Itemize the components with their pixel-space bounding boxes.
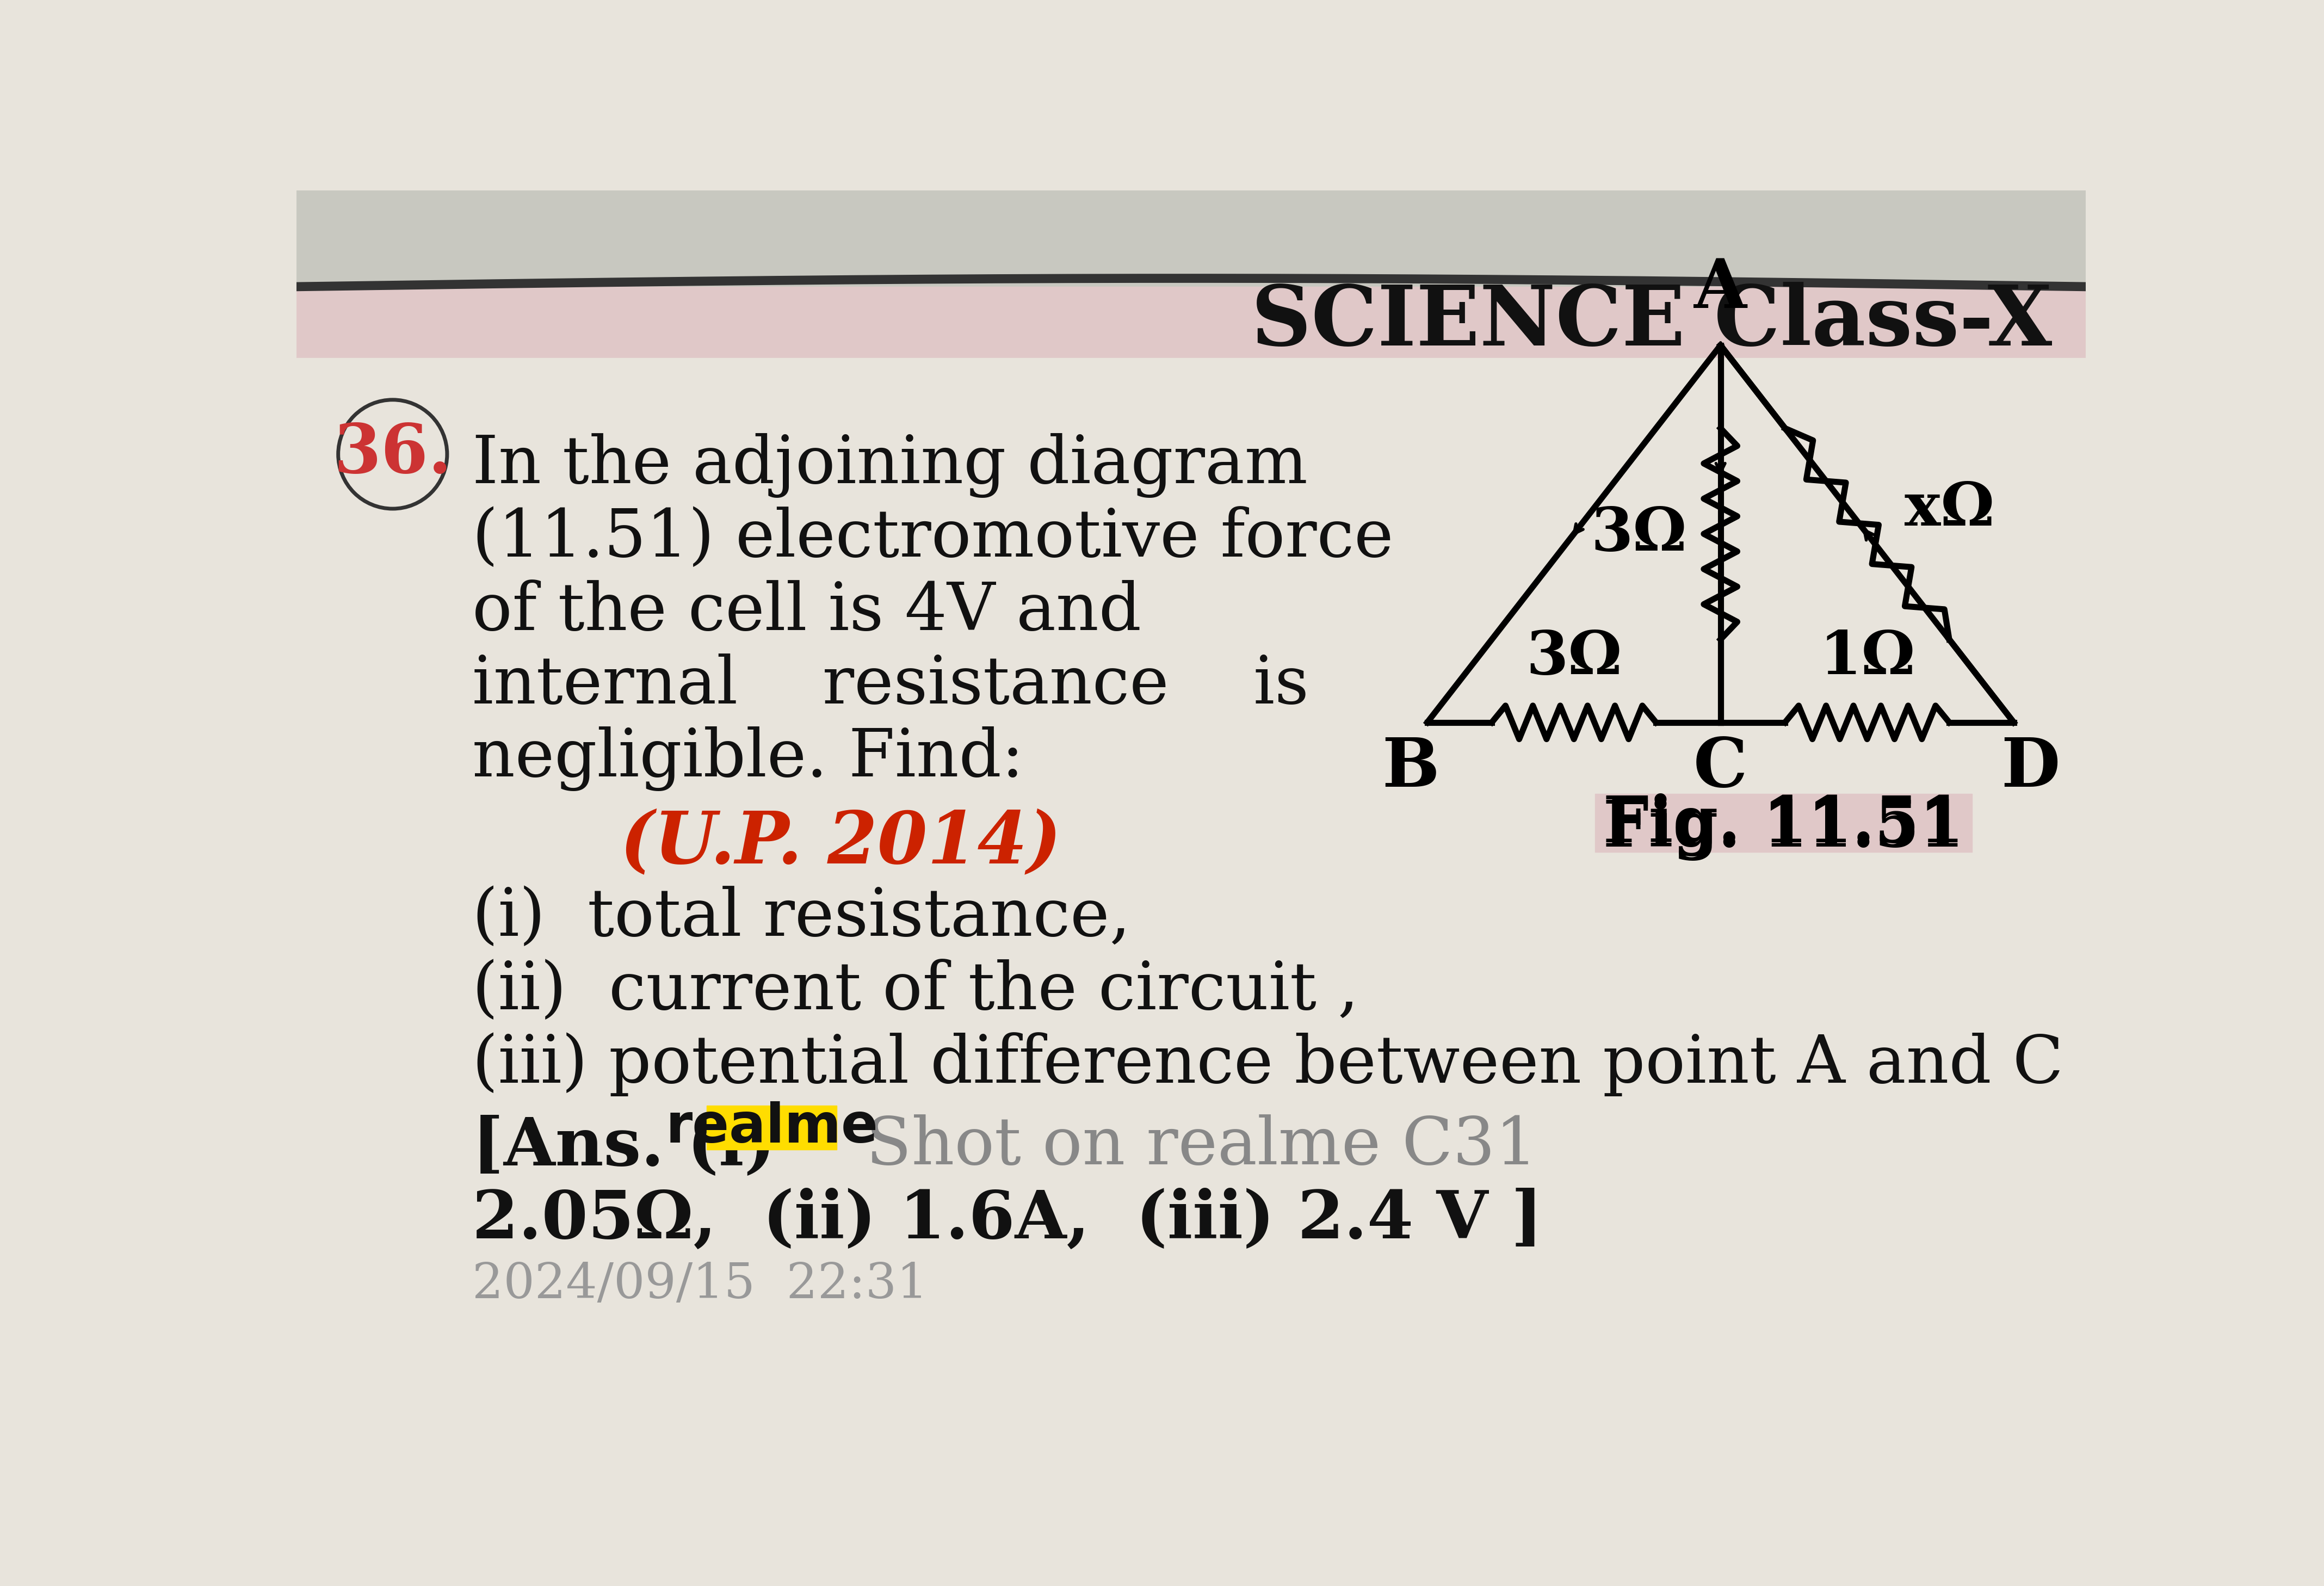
Text: 3Ω: 3Ω — [1592, 504, 1687, 563]
Text: (ii)  current of the circuit ,: (ii) current of the circuit , — [472, 960, 1360, 1023]
Text: In the adjoining diagram: In the adjoining diagram — [472, 433, 1308, 498]
Text: of the cell is 4V and: of the cell is 4V and — [472, 580, 1141, 644]
Text: 1Ω: 1Ω — [1820, 628, 1915, 687]
Text: 3Ω: 3Ω — [1527, 628, 1622, 687]
Text: C: C — [1694, 734, 1748, 801]
Text: [Ans. (i): [Ans. (i) — [472, 1113, 799, 1178]
Text: B: B — [1383, 734, 1439, 801]
Text: Shot on realme C31: Shot on realme C31 — [846, 1113, 1538, 1178]
Bar — [297, 358, 2087, 1412]
Bar — [706, 1105, 837, 1150]
Text: A: A — [1694, 257, 1748, 322]
Text: 2024/09/15  22:31: 2024/09/15 22:31 — [472, 1261, 927, 1308]
Text: (i)  total resistance,: (i) total resistance, — [472, 885, 1132, 950]
Text: 36.: 36. — [332, 422, 451, 487]
Text: SCIENCE Class-X: SCIENCE Class-X — [1250, 282, 2052, 363]
Text: xΩ: xΩ — [1906, 479, 1994, 538]
Bar — [297, 190, 2087, 287]
Text: Fig. 11.51: Fig. 11.51 — [1604, 793, 1964, 856]
Circle shape — [339, 400, 446, 509]
Text: (iii) potential difference between point A and C: (iii) potential difference between point… — [472, 1032, 2064, 1096]
Bar — [1594, 793, 1971, 852]
Text: 2.05Ω,  (ii) 1.6A,  (iii) 2.4 V ]: 2.05Ω, (ii) 1.6A, (iii) 2.4 V ] — [472, 1188, 1543, 1251]
Text: realme: realme — [665, 1101, 878, 1155]
Bar — [297, 287, 2087, 358]
Text: (U.P. 2014): (U.P. 2014) — [621, 809, 1062, 879]
Text: negligible. Find:: negligible. Find: — [472, 726, 1025, 791]
Text: Fig. 11.51: Fig. 11.51 — [1604, 798, 1964, 861]
Text: internal    resistance    is: internal resistance is — [472, 653, 1308, 717]
Text: (11.51) electromotive force: (11.51) electromotive force — [472, 506, 1394, 571]
Text: D: D — [2001, 734, 2059, 801]
